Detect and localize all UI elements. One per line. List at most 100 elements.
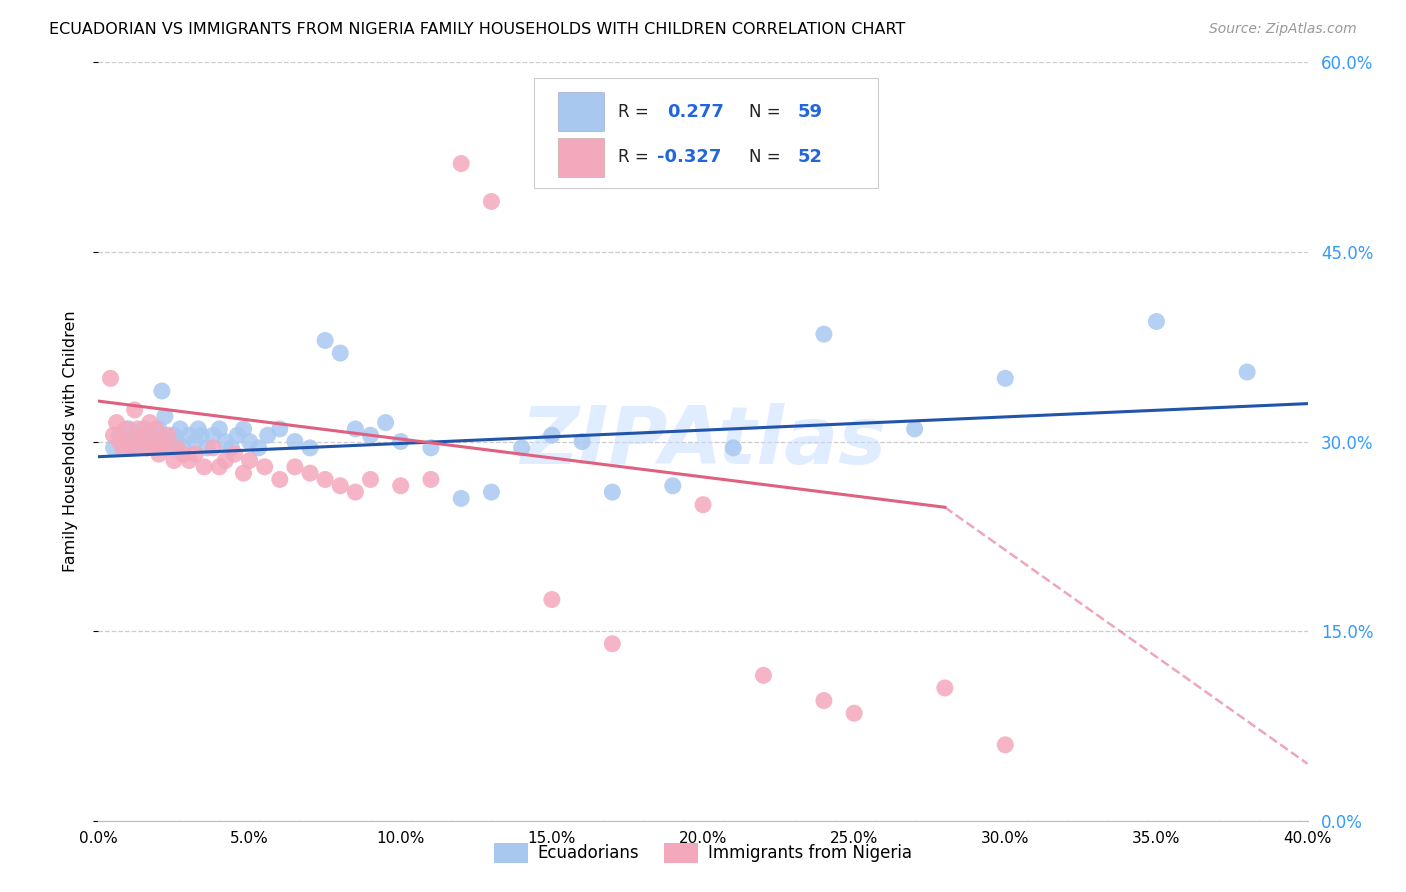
Point [118, 422, 141, 436]
Point [481, 194, 503, 209]
Point [148, 447, 170, 461]
Point [299, 466, 322, 480]
Point [224, 447, 246, 461]
Point [100, 371, 122, 385]
Point [179, 453, 201, 467]
Point [813, 327, 835, 342]
Point [132, 422, 155, 436]
Point [195, 441, 218, 455]
Text: -0.327: -0.327 [657, 148, 721, 166]
Text: Source: ZipAtlas.com: Source: ZipAtlas.com [1209, 22, 1357, 37]
Point [450, 491, 472, 506]
Point [103, 428, 125, 442]
Point [239, 453, 262, 467]
Point [124, 441, 146, 455]
Point [232, 422, 254, 436]
Text: 0.277: 0.277 [666, 103, 724, 120]
Point [108, 434, 131, 449]
Point [360, 473, 382, 487]
Point [153, 441, 176, 455]
Point [232, 466, 254, 480]
Point [139, 428, 162, 442]
Point [226, 428, 249, 442]
Point [221, 441, 243, 455]
Point [179, 428, 201, 442]
Point [329, 479, 352, 493]
Point [253, 459, 276, 474]
Point [153, 409, 176, 424]
Point [540, 592, 562, 607]
Point [420, 473, 443, 487]
Text: R =: R = [619, 103, 654, 120]
Point [269, 473, 291, 487]
Point [156, 428, 179, 442]
Text: R =: R = [619, 148, 654, 166]
Point [160, 441, 183, 455]
Point [904, 422, 927, 436]
Point [111, 434, 134, 449]
Point [187, 422, 209, 436]
Point [420, 441, 443, 455]
Text: 59: 59 [797, 103, 823, 120]
Point [127, 422, 149, 436]
Point [510, 441, 533, 455]
Point [163, 428, 186, 442]
Point [202, 428, 225, 442]
Point [118, 434, 141, 449]
Point [127, 428, 149, 442]
Point [269, 422, 291, 436]
Point [994, 738, 1017, 752]
Point [314, 473, 336, 487]
Point [142, 434, 165, 449]
Point [934, 681, 956, 695]
Point [314, 334, 336, 348]
Point [214, 453, 236, 467]
Point [172, 441, 194, 455]
Bar [558, 92, 603, 131]
Point [132, 428, 155, 442]
Point [239, 434, 262, 449]
Text: N =: N = [749, 148, 786, 166]
Point [389, 479, 412, 493]
Point [284, 434, 307, 449]
Point [299, 441, 322, 455]
Point [121, 434, 143, 449]
Text: ECUADORIAN VS IMMIGRANTS FROM NIGERIA FAMILY HOUSEHOLDS WITH CHILDREN CORRELATIO: ECUADORIAN VS IMMIGRANTS FROM NIGERIA FA… [49, 22, 905, 37]
Text: N =: N = [749, 103, 786, 120]
Point [844, 706, 866, 721]
Point [166, 441, 188, 455]
Point [602, 485, 624, 500]
Point [994, 371, 1017, 385]
Point [156, 434, 179, 449]
Point [129, 434, 152, 449]
Point [571, 434, 593, 449]
Point [813, 693, 835, 707]
Point [184, 447, 207, 461]
Point [360, 428, 382, 442]
FancyBboxPatch shape [534, 78, 879, 187]
Point [481, 485, 503, 500]
Y-axis label: Family Households with Children: Family Households with Children [63, 310, 77, 573]
Point [114, 441, 136, 455]
Point [172, 447, 194, 461]
Point [723, 441, 745, 455]
Text: ZIPAtlas: ZIPAtlas [520, 402, 886, 481]
Point [208, 422, 231, 436]
Point [169, 422, 191, 436]
Point [121, 441, 143, 455]
Point [145, 422, 167, 436]
Point [135, 441, 157, 455]
Point [374, 416, 396, 430]
Point [190, 428, 212, 442]
Point [540, 428, 562, 442]
Point [344, 485, 367, 500]
Point [129, 434, 152, 449]
Point [1144, 314, 1167, 328]
Point [602, 637, 624, 651]
Point [329, 346, 352, 360]
Point [150, 384, 173, 398]
Point [142, 434, 165, 449]
Point [389, 434, 412, 449]
Point [692, 498, 714, 512]
Point [135, 441, 157, 455]
